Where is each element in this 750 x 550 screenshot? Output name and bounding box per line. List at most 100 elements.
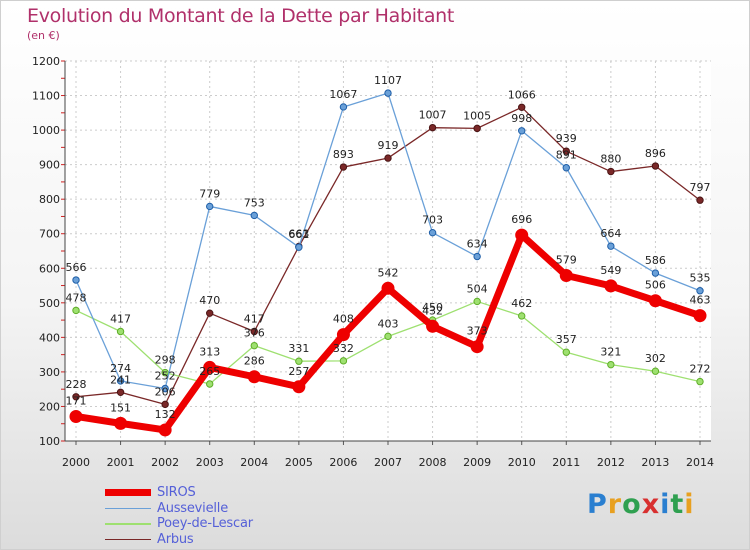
data-point-arbus xyxy=(384,154,392,162)
data-label-poey-de-lescar: 302 xyxy=(645,352,666,365)
data-label-siros: 313 xyxy=(199,345,220,358)
data-label-poey-de-lescar: 462 xyxy=(511,297,532,310)
x-tick-label: 2004 xyxy=(240,456,268,469)
data-point-aussevielle xyxy=(161,384,169,393)
y-tick-label: 600 xyxy=(39,262,60,275)
data-label-siros: 506 xyxy=(645,279,666,292)
data-point-poey-de-lescar xyxy=(651,367,660,375)
chart-subtitle: (en €) xyxy=(27,29,60,42)
data-point-aussevielle xyxy=(696,287,704,295)
legend-label: Arbus xyxy=(157,531,194,547)
data-label-poey-de-lescar: 478 xyxy=(66,291,87,304)
x-tick-label: 2013 xyxy=(641,456,669,469)
data-point-siros xyxy=(381,281,395,295)
data-label-aussevielle: 1067 xyxy=(329,88,357,101)
x-tick-label: 2006 xyxy=(329,456,357,469)
data-point-aussevielle xyxy=(250,211,258,220)
data-point-arbus xyxy=(473,124,481,133)
data-point-arbus xyxy=(651,162,660,170)
data-point-poey-de-lescar xyxy=(384,332,392,341)
data-label-siros: 542 xyxy=(378,266,399,279)
data-point-poey-de-lescar xyxy=(295,357,303,365)
data-point-aussevielle xyxy=(473,252,481,261)
x-tick-label: 2001 xyxy=(107,456,135,469)
y-tick-label: 500 xyxy=(39,297,60,310)
data-label-arbus: 893 xyxy=(333,148,354,161)
data-point-aussevielle xyxy=(518,127,526,135)
y-tick-label: 1100 xyxy=(32,90,60,103)
legend-swatch xyxy=(105,538,151,540)
data-point-aussevielle xyxy=(607,242,615,250)
data-label-siros: 286 xyxy=(244,355,265,368)
data-label-siros: 132 xyxy=(155,408,176,421)
data-label-aussevielle: 998 xyxy=(511,112,532,125)
data-label-siros: 432 xyxy=(422,304,443,317)
data-point-aussevielle xyxy=(339,103,348,111)
data-label-arbus: 939 xyxy=(556,132,577,145)
data-label-arbus: 880 xyxy=(600,153,621,166)
data-point-siros xyxy=(336,328,350,342)
data-point-poey-de-lescar xyxy=(250,341,258,350)
legend-item-poey-de-lescar: Poey-de-Lescar xyxy=(105,516,253,532)
data-label-poey-de-lescar: 332 xyxy=(333,342,354,355)
data-point-poey-de-lescar xyxy=(116,327,125,336)
data-point-arbus xyxy=(206,309,214,317)
data-label-poey-de-lescar: 321 xyxy=(600,346,621,359)
data-point-aussevielle xyxy=(384,89,392,97)
data-point-poey-de-lescar xyxy=(696,377,704,386)
data-label-siros: 579 xyxy=(556,254,577,267)
data-label-arbus: 206 xyxy=(155,385,176,398)
y-tick-label: 300 xyxy=(39,366,60,379)
y-tick-label: 400 xyxy=(39,331,60,344)
data-point-arbus xyxy=(562,147,570,155)
data-label-poey-de-lescar: 417 xyxy=(110,312,131,325)
data-point-aussevielle xyxy=(116,377,125,385)
data-point-siros xyxy=(648,294,662,308)
data-point-arbus xyxy=(72,393,80,401)
data-label-poey-de-lescar: 376 xyxy=(244,327,265,340)
data-point-siros xyxy=(515,228,529,242)
data-label-poey-de-lescar: 450 xyxy=(422,301,443,314)
x-tick-label: 2002 xyxy=(151,456,179,469)
data-point-siros xyxy=(203,360,217,374)
data-label-siros: 171 xyxy=(66,394,87,407)
data-point-aussevielle xyxy=(562,164,570,172)
x-tick-label: 2010 xyxy=(508,456,536,469)
data-label-arbus: 896 xyxy=(645,147,666,160)
chart-title: Evolution du Montant de la Dette par Hab… xyxy=(27,5,455,27)
data-label-siros: 408 xyxy=(333,313,354,326)
data-label-arbus: 797 xyxy=(690,181,711,194)
data-label-aussevielle: 535 xyxy=(690,272,711,285)
data-label-aussevielle: 664 xyxy=(600,227,621,240)
x-tick-label: 2000 xyxy=(62,456,90,469)
data-label-aussevielle: 661 xyxy=(288,228,309,241)
legend-item-arbus: Arbus xyxy=(105,532,253,548)
data-label-poey-de-lescar: 403 xyxy=(378,317,399,330)
legend-swatch xyxy=(105,523,151,525)
data-point-poey-de-lescar xyxy=(161,368,169,377)
data-point-siros xyxy=(292,380,306,394)
legend-swatch xyxy=(105,507,151,509)
x-tick-label: 2003 xyxy=(196,456,224,469)
data-label-poey-de-lescar: 272 xyxy=(690,363,711,376)
y-tick-label: 200 xyxy=(39,400,60,413)
legend-label: Poey-de-Lescar xyxy=(157,516,253,532)
data-label-aussevielle: 586 xyxy=(645,254,666,267)
data-label-siros: 696 xyxy=(511,213,532,226)
data-label-aussevielle: 753 xyxy=(244,196,265,209)
data-point-aussevielle xyxy=(295,243,303,251)
data-label-poey-de-lescar: 298 xyxy=(155,354,176,367)
data-label-arbus: 1007 xyxy=(419,109,447,122)
data-point-poey-de-lescar xyxy=(473,297,481,306)
data-point-siros xyxy=(158,423,172,437)
data-label-siros: 151 xyxy=(110,401,131,414)
legend-label: SIROS xyxy=(157,485,196,501)
x-tick-label: 2014 xyxy=(686,456,714,469)
data-label-aussevielle: 252 xyxy=(155,369,176,382)
data-point-arbus xyxy=(250,327,258,336)
data-point-arbus xyxy=(518,103,526,111)
data-label-arbus: 417 xyxy=(244,312,265,325)
data-point-poey-de-lescar xyxy=(562,348,570,356)
y-tick-label: 100 xyxy=(39,435,60,448)
